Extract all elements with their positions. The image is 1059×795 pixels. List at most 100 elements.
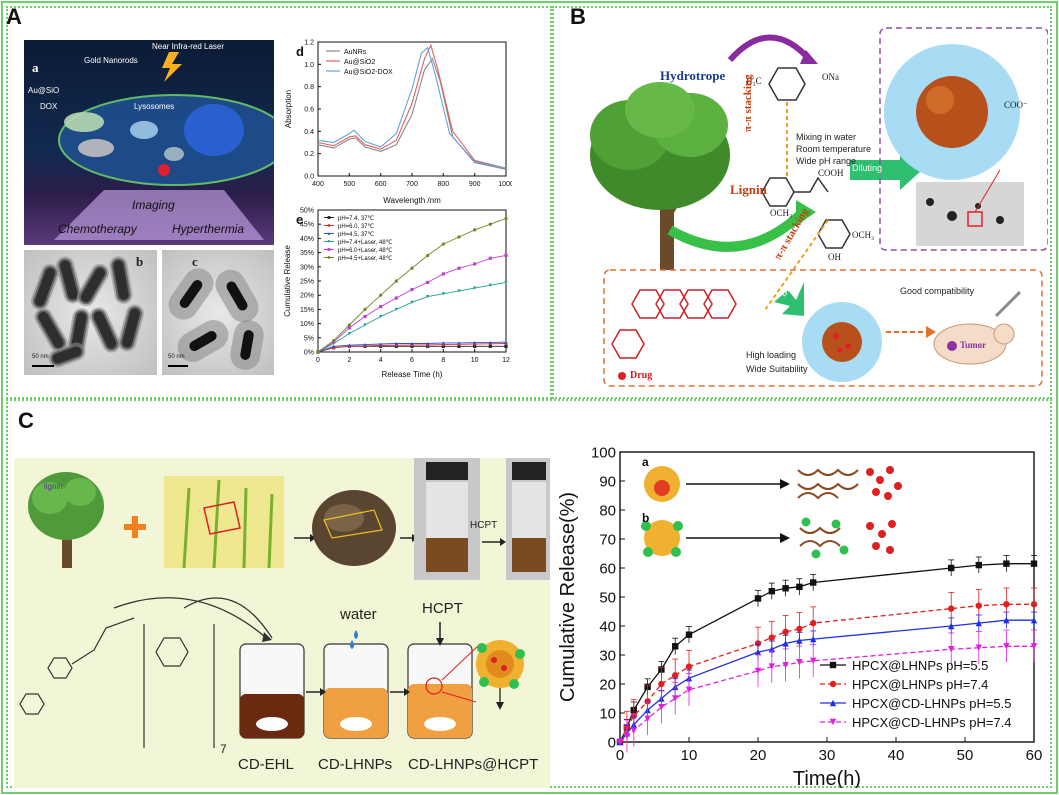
data-point: [1003, 560, 1010, 567]
data-point: [672, 672, 679, 679]
legend-label: pH=7.4+Laser, 48℃: [338, 240, 393, 246]
data-point: [754, 648, 762, 656]
data-point: [672, 643, 679, 650]
vial-label-cd-lhnps: CD-LHNPs: [318, 756, 393, 773]
tem-image-b: b 50 nm: [24, 250, 157, 375]
label-hyperthermia: Hyperthermia: [172, 222, 245, 236]
y-tick-label: 40: [599, 618, 616, 635]
label-coo: COO⁻: [1004, 100, 1028, 110]
y-tick-label: 1.2: [304, 39, 314, 46]
data-point: [782, 628, 789, 635]
x-tick-label: 500: [343, 181, 355, 188]
y-tick-label: 90: [599, 473, 616, 490]
data-point: [616, 738, 624, 746]
data-point: [782, 640, 789, 647]
data-point: [796, 625, 803, 633]
data-point: [504, 344, 508, 348]
data-point: [410, 341, 414, 346]
label-h3c: H₃C: [746, 76, 762, 86]
inset-cd-dot: [673, 521, 683, 531]
data-point: [426, 280, 430, 285]
y-tick-label: 30: [599, 647, 616, 664]
x-tick-label: 30: [819, 747, 836, 764]
x-tick-label: 10: [471, 357, 479, 364]
data-point: [332, 339, 336, 343]
data-point: [410, 300, 414, 304]
data-point: [948, 622, 955, 630]
panel-a-scheme-drawing: [54, 52, 274, 240]
tem-c-scale: 50 nm: [168, 354, 185, 360]
data-point: [782, 585, 789, 592]
label-good-compat: Good compatibility: [900, 286, 975, 296]
x-tick-label: 1000: [498, 181, 512, 188]
data-point: [504, 253, 508, 258]
data-point: [379, 342, 383, 346]
data-point: [426, 253, 430, 258]
legend-label: pH=4.5, 37℃: [338, 232, 375, 238]
inset-lignin-chains-a: [797, 468, 859, 500]
data-point: [327, 248, 331, 251]
label-water: water: [340, 606, 377, 623]
data-point: [426, 295, 430, 299]
y-tick-label: 0.6: [304, 106, 314, 113]
data-point: [829, 661, 837, 669]
data-point: [488, 256, 492, 260]
y-axis-label: Cumulative Release(%): [558, 492, 579, 702]
inset-drug-a: [654, 480, 670, 496]
chart-release-a: 0 2 4 6 8 10 12 0% 5% 10% 15% 20% 25% 30% 35% 40% 45% 50%…: [283, 207, 510, 379]
data-point: [347, 331, 351, 336]
data-point: [644, 715, 651, 722]
inset-cd-dot: [801, 517, 811, 527]
inset-cd-dot: [831, 519, 841, 529]
data-point: [504, 280, 508, 285]
data-point: [658, 704, 665, 711]
label-dox: DOX: [40, 102, 58, 111]
panel-c-scheme: lignin HCPT water HCPT 7 CD-EHL CD-LHNPs…: [14, 458, 550, 788]
data-point: [410, 266, 414, 270]
y-tick-label: 0.8: [304, 84, 314, 91]
data-point: [332, 344, 336, 348]
data-point: [1003, 617, 1010, 624]
data-point: [1003, 643, 1010, 650]
label-au-sio: Au@SiO: [28, 86, 60, 95]
inset-drug-dot: [886, 546, 894, 554]
label-mixing: Mixing in water: [796, 132, 857, 142]
label-nir-laser: Near Infra-red Laser: [152, 42, 225, 51]
y-tick-label: 1.0: [304, 62, 314, 69]
y-tick-label: 45%: [300, 222, 314, 229]
legend-label: pH=7.4, 37℃: [338, 216, 375, 222]
x-tick-label: 0: [616, 747, 624, 764]
label-high-loading: High loading: [746, 350, 797, 360]
data-point: [685, 686, 693, 693]
y-tick-label: 50%: [300, 207, 314, 214]
data-point: [473, 344, 477, 348]
legend-label: pH=6.0+Laser, 48℃: [338, 248, 393, 254]
label-oh: OH: [828, 252, 841, 262]
label-wide-ph: Wide pH range: [796, 156, 857, 166]
inset-drug-dot: [894, 482, 902, 490]
data-point: [394, 279, 398, 283]
tem-b-label: b: [136, 254, 144, 269]
y-tick-label: 40%: [300, 236, 314, 243]
y-tick-label: 35%: [300, 250, 314, 257]
data-point: [1030, 560, 1038, 567]
data-point: [347, 326, 351, 330]
series-line: [317, 43, 507, 169]
inset-cd-dot: [811, 549, 821, 559]
data-point: [473, 262, 477, 266]
y-tick-label: 20%: [300, 293, 314, 300]
y-tick-label: 60: [599, 560, 616, 577]
panel-b-drawing: [590, 27, 1049, 387]
label-och3-1: OCH₃: [770, 208, 793, 218]
label-lignin-tree: lignin: [44, 482, 63, 491]
data-point: [672, 695, 679, 702]
inset-label-b: b: [642, 511, 649, 525]
label-subscript-7: 7: [220, 742, 227, 756]
inset-label-a: a: [642, 455, 649, 469]
series-line: [317, 46, 507, 169]
x-tick-label: 8: [441, 357, 445, 364]
inset-drug-dot: [872, 542, 880, 550]
x-tick-label: 20: [750, 747, 767, 764]
data-point: [796, 659, 803, 666]
